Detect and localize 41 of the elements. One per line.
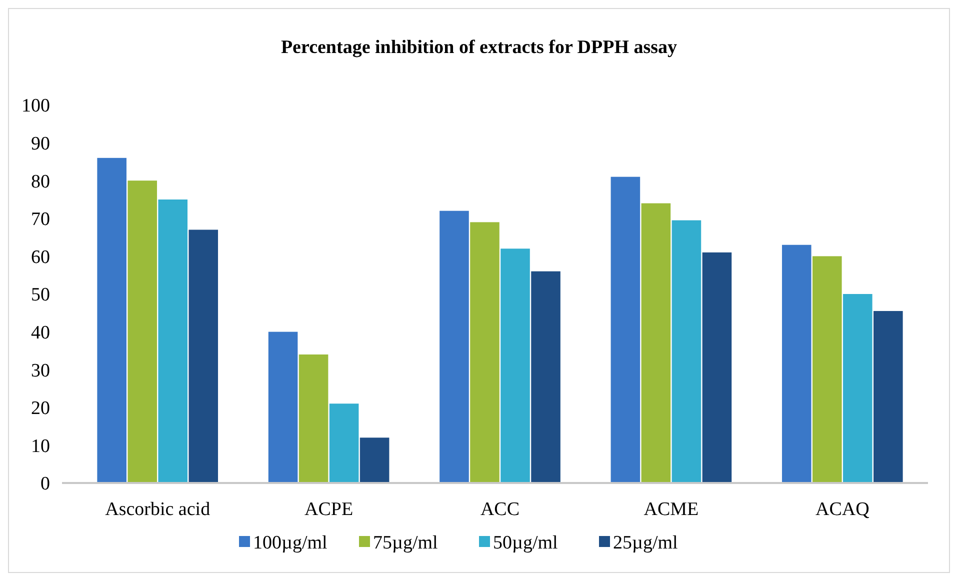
y-tick-label: 60 <box>31 246 50 268</box>
bar <box>874 311 903 483</box>
y-tick-label: 80 <box>31 171 50 192</box>
chart-title: Percentage inhibition of extracts for DPPH assay <box>280 37 678 58</box>
y-tick-label: 100 <box>22 96 50 117</box>
bar <box>329 404 359 483</box>
bar <box>298 354 328 483</box>
bar <box>531 271 560 483</box>
bar <box>128 180 157 483</box>
y-tick-label: 50 <box>31 284 50 306</box>
x-tick-label: ACAQ <box>815 499 870 520</box>
x-tick-label: ACME <box>644 499 699 520</box>
bar <box>97 158 126 483</box>
x-tick-label: ACPE <box>304 499 354 520</box>
bar <box>440 210 469 483</box>
x-tick-label: Ascorbic acid <box>105 499 211 520</box>
bar <box>672 220 702 483</box>
y-tick-label: 0 <box>40 474 50 495</box>
bar <box>843 294 872 483</box>
bar <box>782 244 812 483</box>
bar <box>360 438 390 483</box>
bar <box>812 256 842 483</box>
y-tick-label: 10 <box>31 436 50 457</box>
y-tick-label: 20 <box>31 398 50 420</box>
y-tick-label: 30 <box>31 360 50 382</box>
x-tick-label: ACC <box>480 499 520 520</box>
bar <box>610 176 640 483</box>
bar <box>268 332 298 483</box>
bar <box>702 252 732 483</box>
bar <box>470 222 500 483</box>
legend-label: 100µg/ml <box>253 532 328 554</box>
legend-label: 75µg/ml <box>373 532 438 554</box>
y-tick-label: 40 <box>31 322 50 344</box>
y-tick-label: 70 <box>31 209 50 230</box>
bar <box>188 230 218 483</box>
legend-label: 50µg/ml <box>493 532 558 554</box>
y-tick-label: 90 <box>31 133 50 154</box>
legend-label: 25µg/ml <box>613 532 678 554</box>
bar <box>500 248 530 483</box>
bar <box>641 203 671 483</box>
bar <box>158 200 188 483</box>
